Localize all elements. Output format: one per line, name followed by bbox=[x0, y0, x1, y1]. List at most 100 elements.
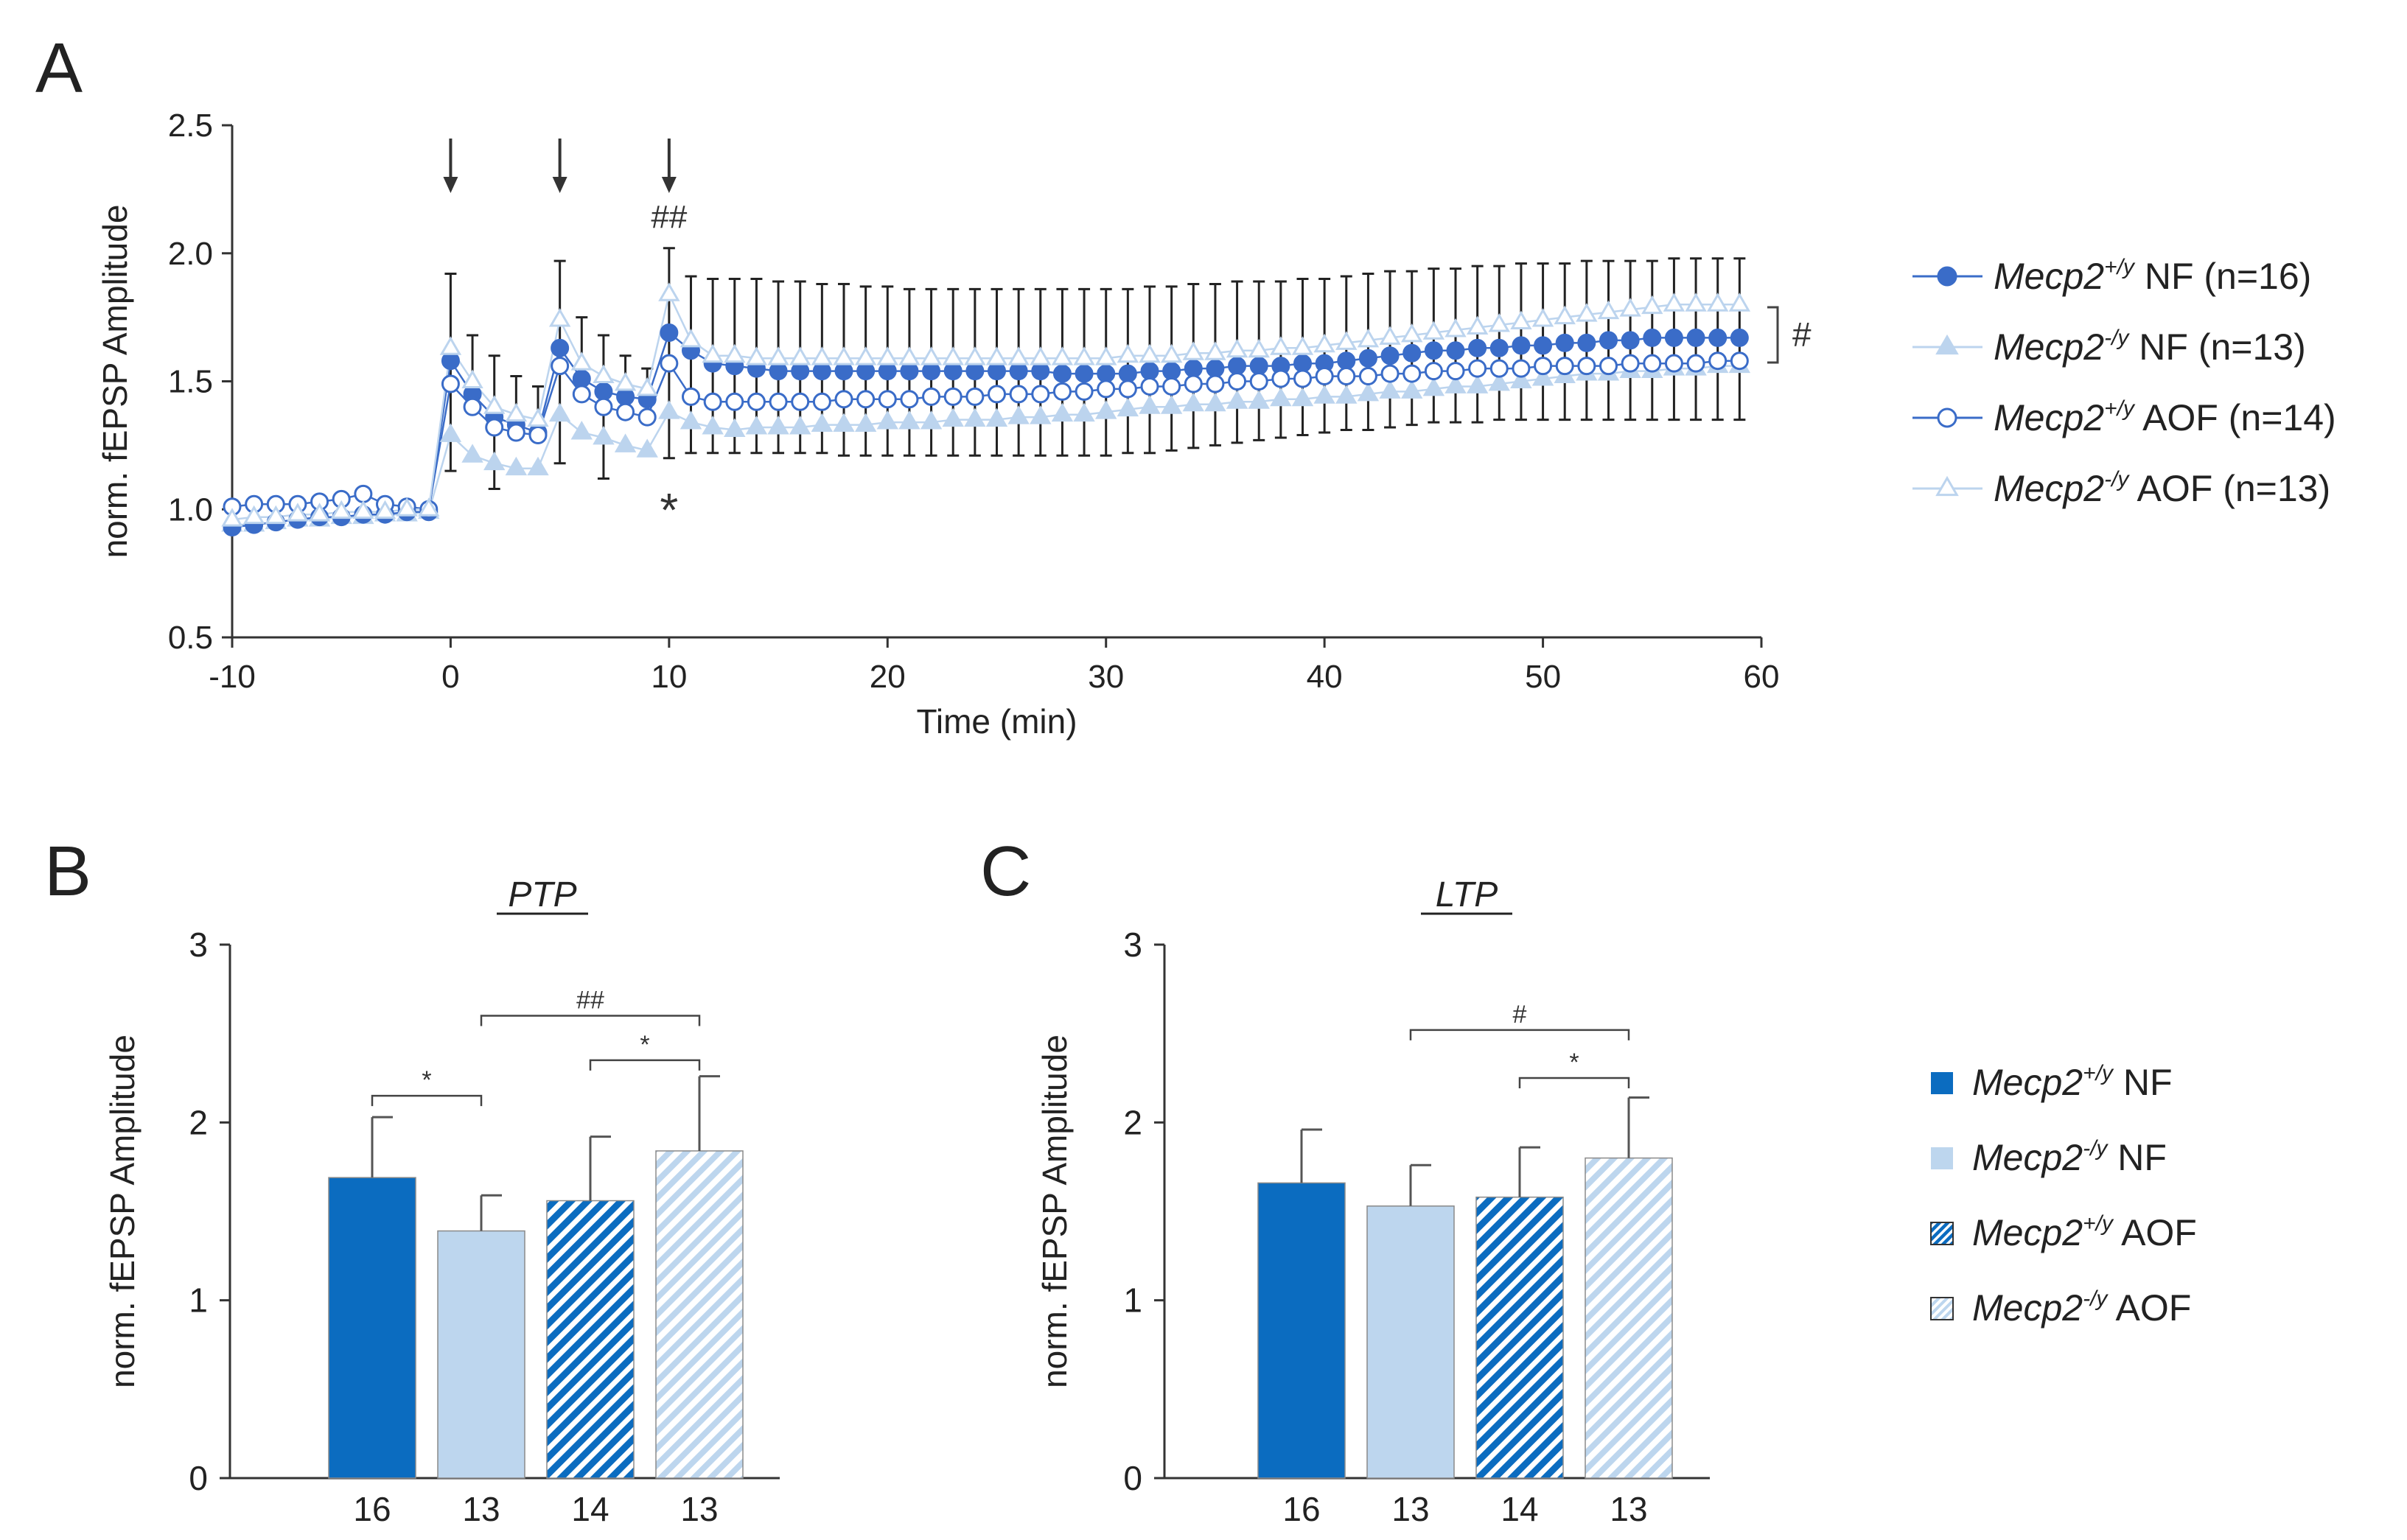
y-tick-labels-b: 0 1 2 3 bbox=[189, 925, 208, 1497]
significance-label: ## bbox=[576, 987, 604, 1015]
data-point-a bbox=[1052, 364, 1072, 383]
data-point-a bbox=[1337, 367, 1356, 386]
series-line-a bbox=[231, 291, 1740, 521]
y-tick-label: 2 bbox=[1123, 1103, 1142, 1141]
data-point-a bbox=[1358, 349, 1377, 368]
data-point-a bbox=[1118, 364, 1137, 383]
y-tick-label: 2 bbox=[189, 1103, 208, 1141]
data-point-a bbox=[1095, 400, 1117, 419]
data-point-a bbox=[572, 385, 591, 404]
data-point-a bbox=[900, 390, 919, 409]
error-bars-b bbox=[371, 1075, 720, 1231]
x-tick-label-a: 30 bbox=[1088, 659, 1124, 695]
data-point-a bbox=[636, 377, 658, 396]
data-point-a bbox=[483, 395, 506, 414]
data-point-a bbox=[506, 423, 525, 442]
data-point-a bbox=[637, 407, 657, 427]
bracket-label: # bbox=[1792, 315, 1812, 354]
legend-gene: Mecp2 bbox=[1994, 256, 2104, 297]
legend-a: Mecp2+/y NF (n=16)Mecp2-/y NF (n=13)Mecp… bbox=[1912, 255, 2336, 509]
y-tick-label-a: 1.0 bbox=[168, 491, 213, 528]
data-point-a bbox=[856, 390, 876, 409]
data-point-a bbox=[660, 323, 679, 342]
data-point-a bbox=[1424, 362, 1443, 381]
data-point-a bbox=[1531, 308, 1554, 327]
data-point-a bbox=[593, 425, 615, 445]
x-tick-label: 13 bbox=[462, 1490, 500, 1528]
data-point-a bbox=[441, 351, 460, 371]
data-point-a bbox=[1291, 336, 1314, 355]
x-tick-label: 16 bbox=[353, 1490, 391, 1528]
y-tick-label: 0 bbox=[189, 1459, 208, 1497]
data-point-a bbox=[1512, 359, 1531, 378]
data-point-a bbox=[1182, 392, 1204, 412]
series-line-a bbox=[232, 365, 1740, 526]
data-point-a bbox=[900, 362, 919, 381]
significance-label: * bbox=[422, 1066, 431, 1094]
data-point-a bbox=[1446, 341, 1465, 360]
series-points-a bbox=[221, 282, 1751, 537]
data-point-a bbox=[1730, 351, 1749, 371]
data-point-a bbox=[1337, 351, 1356, 371]
data-point-a bbox=[658, 282, 680, 301]
data-point-a bbox=[1619, 298, 1641, 317]
data-point-a bbox=[616, 402, 635, 421]
data-point-a bbox=[922, 362, 941, 381]
legend-swatch bbox=[1931, 1072, 1953, 1094]
data-point-a bbox=[876, 346, 898, 365]
data-point-a bbox=[1270, 336, 1292, 355]
data-point-a bbox=[1204, 392, 1226, 412]
data-point-a bbox=[439, 423, 462, 442]
data-point-a bbox=[1597, 300, 1620, 320]
error-bars-c bbox=[1300, 1096, 1649, 1206]
legend-group: NF bbox=[2113, 1062, 2173, 1103]
data-point-a bbox=[527, 407, 549, 427]
y-tick-label-a: 0.5 bbox=[168, 620, 213, 656]
y-tick-label: 3 bbox=[1123, 925, 1142, 964]
data-point-a bbox=[1335, 385, 1358, 404]
data-point-a bbox=[1226, 390, 1248, 409]
bar bbox=[328, 1177, 416, 1479]
data-point-a bbox=[287, 503, 309, 522]
data-point-a bbox=[985, 407, 1008, 427]
data-point-a bbox=[1664, 328, 1683, 347]
data-point-a bbox=[1075, 382, 1094, 401]
annotation-a: * bbox=[660, 483, 678, 536]
legend-gene: Mecp2 bbox=[1994, 326, 2104, 368]
data-point-a bbox=[1641, 295, 1663, 315]
data-point-a bbox=[1073, 402, 1095, 422]
x-tick-label-a: 60 bbox=[1744, 659, 1780, 695]
data-point-a bbox=[1182, 341, 1204, 360]
data-point-a bbox=[965, 362, 985, 381]
data-point-a bbox=[1051, 402, 1074, 422]
data-point-a bbox=[1097, 364, 1116, 383]
y-tick-label: 0 bbox=[1123, 1459, 1142, 1497]
data-point-a bbox=[725, 392, 744, 411]
data-point-a bbox=[898, 346, 920, 365]
significance-bracket bbox=[1409, 1029, 1630, 1040]
data-point-a bbox=[1401, 379, 1423, 399]
data-point-a bbox=[265, 505, 287, 525]
chart-title-c: LTP bbox=[1436, 875, 1498, 914]
data-point-a bbox=[1139, 395, 1161, 414]
data-point-a bbox=[1401, 323, 1423, 343]
data-point-a bbox=[1555, 333, 1574, 352]
data-point-a bbox=[1007, 346, 1030, 365]
y-tick-label-a: 1.5 bbox=[168, 364, 213, 400]
data-point-a bbox=[1466, 374, 1489, 393]
annotation-a: ## bbox=[651, 199, 687, 235]
y-tick-label-a: 2.0 bbox=[168, 236, 213, 272]
data-point-a bbox=[242, 505, 265, 525]
data-point-a bbox=[1139, 343, 1161, 363]
data-point-a bbox=[854, 413, 877, 433]
data-point-a bbox=[594, 382, 613, 401]
x-tick-label: 16 bbox=[1282, 1490, 1320, 1528]
data-point-a bbox=[1488, 313, 1510, 332]
series-line-a bbox=[231, 331, 1740, 528]
data-point-a bbox=[1730, 328, 1749, 347]
data-point-a bbox=[1117, 343, 1139, 363]
data-point-a bbox=[1599, 357, 1618, 376]
data-point-a bbox=[1248, 338, 1270, 358]
data-point-a bbox=[1707, 293, 1729, 312]
